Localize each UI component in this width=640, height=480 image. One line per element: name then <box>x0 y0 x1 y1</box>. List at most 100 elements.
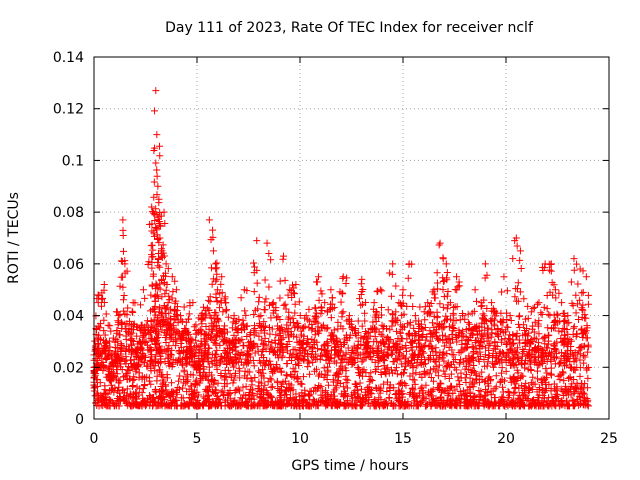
data-point <box>215 326 223 334</box>
data-point <box>482 395 490 403</box>
data-point <box>499 401 507 409</box>
data-point <box>442 316 450 324</box>
peak-point <box>240 286 248 294</box>
data-point <box>99 294 107 302</box>
data-point <box>427 308 435 316</box>
data-point <box>343 274 351 282</box>
data-point <box>410 402 418 410</box>
data-point <box>489 353 497 361</box>
data-point <box>250 259 258 267</box>
data-point <box>224 313 232 321</box>
data-point <box>567 343 575 351</box>
data-point <box>162 286 170 294</box>
data-point <box>165 391 173 399</box>
data-point <box>498 395 506 403</box>
data-point <box>395 402 403 410</box>
data-point <box>167 359 175 367</box>
data-point <box>570 323 578 331</box>
data-point <box>395 380 403 388</box>
peak-point <box>339 273 347 281</box>
data-point <box>171 335 179 343</box>
data-point <box>141 359 149 367</box>
data-point <box>131 400 139 408</box>
data-point <box>267 256 275 264</box>
data-point <box>140 400 148 408</box>
peak-point <box>512 234 520 242</box>
data-point <box>261 362 269 370</box>
data-point <box>531 303 539 311</box>
data-point <box>455 282 463 290</box>
data-point <box>393 364 401 372</box>
data-point <box>165 309 173 317</box>
data-point <box>318 304 326 312</box>
data-point <box>266 357 274 365</box>
data-point <box>96 320 104 328</box>
data-point <box>456 316 464 324</box>
data-point <box>526 385 534 393</box>
data-point <box>283 342 291 350</box>
data-point <box>230 400 238 408</box>
data-point <box>213 270 221 278</box>
data-point <box>483 362 491 370</box>
data-point <box>531 318 539 326</box>
data-point <box>570 324 578 332</box>
data-point <box>303 335 311 343</box>
peak-point <box>327 286 335 294</box>
data-point <box>283 391 291 399</box>
data-point <box>336 365 344 373</box>
data-point <box>177 343 185 351</box>
data-point <box>286 349 294 357</box>
data-point <box>326 395 334 403</box>
data-point <box>375 394 383 402</box>
data-point <box>202 310 210 318</box>
data-point <box>192 336 200 344</box>
data-point <box>535 330 543 338</box>
data-point <box>194 402 202 410</box>
grid-layer <box>94 57 609 419</box>
data-point <box>154 294 162 302</box>
data-point <box>166 331 174 339</box>
data-point <box>342 400 350 408</box>
peak-point <box>214 286 222 294</box>
data-point <box>154 359 162 367</box>
data-point <box>526 360 534 368</box>
data-point <box>191 392 199 400</box>
data-point <box>544 340 552 348</box>
data-point <box>307 387 315 395</box>
data-point <box>144 260 152 268</box>
data-point <box>372 384 380 392</box>
peak-point <box>131 363 139 371</box>
data-point <box>478 368 486 376</box>
data-point <box>551 393 559 401</box>
data-point <box>395 348 403 356</box>
data-point <box>339 355 347 363</box>
data-point <box>317 287 325 295</box>
data-point <box>296 312 304 320</box>
data-point <box>240 320 248 328</box>
data-point <box>584 300 592 308</box>
data-point <box>328 294 336 302</box>
data-point <box>538 350 546 358</box>
data-point <box>379 352 387 360</box>
data-point <box>331 371 339 379</box>
data-point <box>244 359 252 367</box>
data-point <box>561 339 569 347</box>
data-point <box>412 331 420 339</box>
data-point <box>132 389 140 397</box>
data-point <box>380 340 388 348</box>
data-point <box>403 347 411 355</box>
data-point <box>159 376 167 384</box>
data-point <box>376 389 384 397</box>
data-point <box>100 316 108 324</box>
peak-point <box>160 208 168 216</box>
data-point <box>217 280 225 288</box>
data-point <box>222 361 230 369</box>
data-point <box>344 344 352 352</box>
data-point <box>298 389 306 397</box>
data-point <box>481 351 489 359</box>
data-point <box>543 305 551 313</box>
data-point <box>259 400 267 408</box>
data-point <box>236 402 244 410</box>
data-point <box>220 338 228 346</box>
data-point <box>480 402 488 410</box>
